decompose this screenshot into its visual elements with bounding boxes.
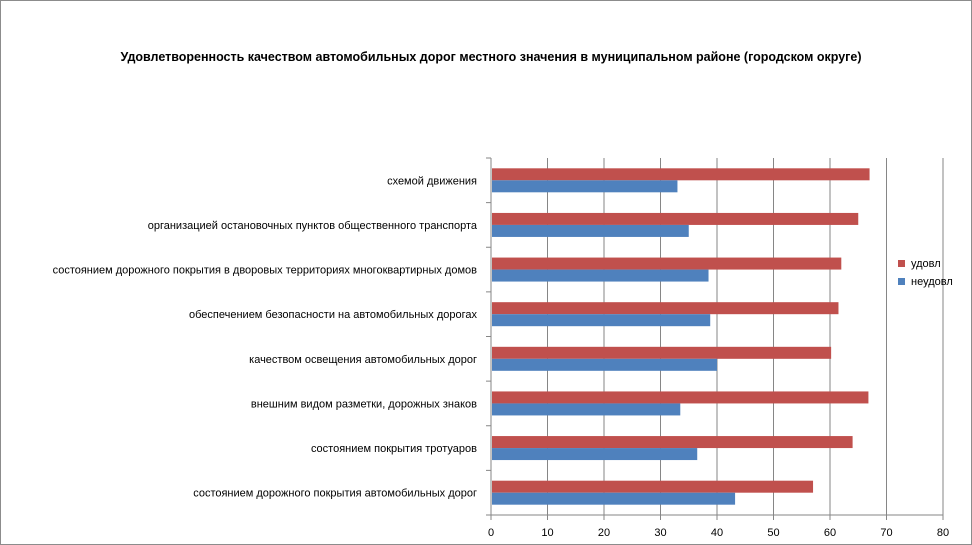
category-label: внешним видом разметки, дорожных знаков xyxy=(251,398,477,410)
category-label: состоянием дорожного покрытия в дворовых… xyxy=(53,265,478,277)
bar-udovl xyxy=(492,212,859,225)
category-label: обеспечением безопасности на автомобильн… xyxy=(189,309,477,321)
chart-title: Удовлетворенность качеством автомобильны… xyxy=(120,50,862,64)
bar-neudovl xyxy=(492,492,736,505)
category-label: схемой движения xyxy=(387,175,477,187)
x-tick-label: 70 xyxy=(880,527,892,539)
bar-udovl xyxy=(492,257,842,270)
bar-udovl xyxy=(492,346,832,359)
x-tick-label: 0 xyxy=(488,527,494,539)
bar-udovl xyxy=(492,302,839,315)
bar-neudovl xyxy=(492,358,717,371)
category-label: состоянием дорожного покрытия автомобиль… xyxy=(193,488,477,500)
legend-label: неудовл xyxy=(911,276,953,288)
category-label: состоянием покрытия тротуаров xyxy=(311,443,477,455)
bar-neudovl xyxy=(492,403,681,416)
bar-neudovl xyxy=(492,224,689,237)
bar-udovl xyxy=(492,168,870,181)
x-tick-label: 20 xyxy=(598,527,610,539)
x-tick-label: 80 xyxy=(937,527,949,539)
bar-udovl xyxy=(492,391,869,404)
category-label: качеством освещения автомобильных дорог xyxy=(249,354,477,366)
bar-neudovl xyxy=(492,314,711,327)
x-tick-label: 10 xyxy=(541,527,553,539)
x-tick-label: 30 xyxy=(654,527,666,539)
bar-neudovl xyxy=(492,180,678,193)
bar-udovl xyxy=(492,480,814,493)
category-label: организацией остановочных пунктов общест… xyxy=(148,220,478,232)
bar-neudovl xyxy=(492,448,698,461)
legend-label: удовл xyxy=(911,258,941,270)
legend-swatch xyxy=(898,278,905,285)
bar-udovl xyxy=(492,436,853,449)
bar-neudovl xyxy=(492,269,709,282)
x-tick-label: 60 xyxy=(824,527,836,539)
legend-swatch xyxy=(898,260,905,267)
x-tick-label: 50 xyxy=(767,527,779,539)
x-tick-label: 40 xyxy=(711,527,723,539)
